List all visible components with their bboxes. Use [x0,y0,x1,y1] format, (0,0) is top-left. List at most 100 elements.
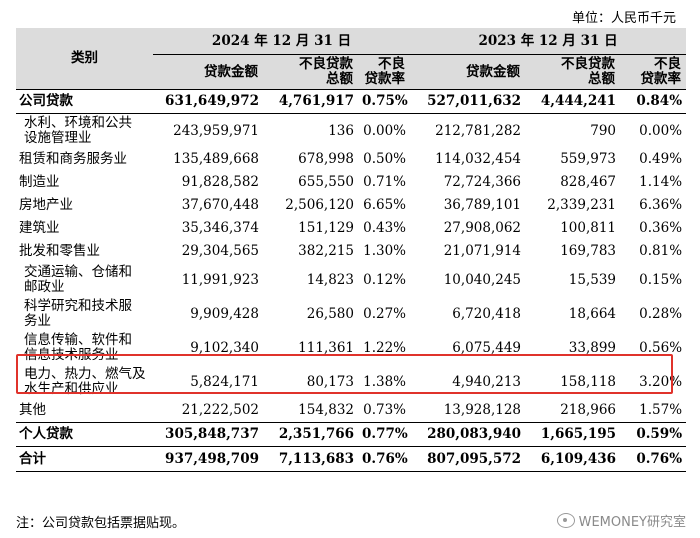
cell-ratio-2023: 0.59% [620,422,687,447]
cell-ratio-2024: 0.73% [363,402,407,418]
cell-npl-2024: 382,215 [298,243,354,259]
cell-ratio-2023: 0.00% [639,122,683,139]
cell-ratio-2024: 1.30% [363,243,407,259]
row-name: 个人贷款 [16,422,153,447]
header-2023: 2023 年 12 月 31 日 [410,28,687,55]
table-row: 建筑业 35,346,374 151,129 0.43% 27,908,062 … [16,217,686,240]
row-name: 电力、热力、燃气及 水生产和供应业 [24,366,146,397]
cell-ratio-2023: 0.81% [639,243,683,259]
cell-ratio-2024: 1.22% [363,339,407,356]
cell-loan-2023: 6,720,418 [452,305,522,322]
cell-npl-2023: 828,467 [560,174,617,190]
table-row-highlighted: 信息传输、软件和 信息技术服务业 9,102,340 111,361 1.22% … [16,331,686,365]
table-row: 制造业 91,828,582 655,550 0.71% 72,724,366 … [16,171,686,194]
cell-ratio-2024: 0.43% [363,220,407,236]
cell-npl-2024: 655,550 [298,174,354,190]
header-2024: 2024 年 12 月 31 日 [153,28,411,55]
cell-loan-2023: 13,928,128 [443,402,522,418]
cell-loan-2024: 5,824,171 [190,373,259,390]
table-row: 公司贷款 631,649,972 4,761,917 0.75% 527,011… [16,89,687,114]
row-name: 房地产业 [19,197,73,213]
cell-npl-2024: 80,173 [306,373,354,390]
cell-ratio-2023: 1.57% [639,402,683,418]
cell-npl-2023: 218,966 [560,402,617,418]
cell-ratio-2023: 0.28% [639,305,683,322]
cell-ratio-2023: 3.20% [639,373,683,390]
cell-npl-2023: 158,118 [560,373,617,390]
cell-ratio-2024: 0.00% [363,122,407,139]
cell-npl-2023: 100,811 [560,220,617,236]
cell-ratio-2023: 0.49% [639,151,683,167]
watermark-text: WEMONEY研究室 [578,515,686,530]
cell-loan-2023: 36,789,101 [443,197,522,213]
cell-loan-2023: 6,075,449 [452,339,522,356]
cell-npl-2024: 14,823 [306,271,354,288]
row-name: 水利、环境和公共 设施管理业 [24,115,132,146]
cell-npl-2024: 111,361 [298,339,354,356]
cell-npl-2023: 790 [590,122,617,139]
cell-ratio-2023: 6.36% [639,197,683,213]
header-ratio-2024: 不良 贷款率 [358,54,411,90]
row-name: 批发和零售业 [19,243,100,259]
cell-npl-2023: 2,339,231 [547,197,617,213]
cell-ratio-2024: 0.50% [363,151,407,167]
header-category: 类别 [16,28,153,90]
row-name: 交通运输、仓储和 邮政业 [24,264,132,295]
table-row: 科学研究和技术服 务业 9,909,428 26,580 0.27% 6,720,… [16,297,686,331]
cell-loan-2024: 11,991,923 [181,271,259,288]
header-ratio-2023: 不良 贷款率 [620,54,687,90]
cell-ratio-2023: 0.84% [620,89,687,114]
row-name: 其他 [19,402,46,418]
weibo-icon [556,513,575,528]
cell-npl-2023: 169,783 [560,243,617,259]
cell-loan-2023: 212,781,282 [435,122,522,139]
cell-ratio-2023: 0.56% [639,339,683,356]
cell-loan-2024: 305,848,737 [153,422,263,447]
cell-npl-2023: 559,973 [560,151,617,167]
cell-npl-2024: 2,506,120 [285,197,354,213]
cell-npl-2024: 7,113,683 [263,446,358,472]
cell-ratio-2023: 0.36% [639,220,683,236]
cell-ratio-2024: 6.65% [363,197,407,213]
header-loan-2024: 贷款金额 [153,54,263,90]
cell-ratio-2024: 0.27% [363,305,407,322]
cell-ratio-2024: 0.12% [363,271,407,288]
cell-loan-2024: 35,346,374 [181,220,259,236]
table-row: 房地产业 37,670,448 2,506,120 6.65% 36,789,1… [16,194,686,217]
cell-loan-2024: 21,222,502 [181,402,259,418]
cell-loan-2023: 27,908,062 [443,220,522,236]
table-row: 水利、环境和公共 设施管理业 243,959,971 136 0.00% 212,… [16,114,686,149]
row-name: 建筑业 [19,220,60,236]
table-row: 批发和零售业 29,304,565 382,215 1.30% 21,071,9… [16,240,686,263]
cell-npl-2024: 26,580 [306,305,354,322]
cell-ratio-2023: 0.76% [620,446,687,472]
table-row: 个人贷款 305,848,737 2,351,766 0.77% 280,083… [16,422,687,447]
cell-ratio-2024: 1.38% [363,373,407,390]
cell-npl-2023: 6,109,436 [525,446,621,472]
cell-npl-2023: 1,665,195 [525,422,621,447]
cell-loan-2023: 114,032,454 [435,151,522,167]
row-name: 公司贷款 [16,89,153,114]
cell-npl-2024: 4,761,917 [263,89,358,114]
cell-loan-2023: 72,724,366 [443,174,522,190]
cell-loan-2024: 37,670,448 [181,197,259,213]
cell-loan-2024: 29,304,565 [181,243,259,259]
header-npl-2023: 不良贷款 总额 [525,54,621,90]
cell-npl-2024: 154,832 [298,402,354,418]
table-row: 租赁和商务服务业 135,489,668 678,998 0.50% 114,0… [16,148,686,171]
row-name: 信息传输、软件和 信息技术服务业 [24,332,132,363]
cell-loan-2024: 135,489,668 [173,151,259,167]
cell-ratio-2024: 0.77% [358,422,411,447]
cell-npl-2023: 18,664 [568,305,617,322]
table-row: 交通运输、仓储和 邮政业 11,991,923 14,823 0.12% 10,0… [16,263,686,297]
header-npl-2024: 不良贷款 总额 [263,54,358,90]
cell-loan-2024: 9,909,428 [190,305,259,322]
cell-npl-2024: 136 [328,122,354,139]
cell-loan-2023: 280,083,940 [410,422,526,447]
cell-ratio-2023: 0.15% [639,271,683,288]
footnote: 注：公司贷款包括票据贴现。 [16,516,186,531]
cell-npl-2023: 33,899 [568,339,617,356]
watermark: WEMONEY研究室 [556,511,686,530]
cell-ratio-2024: 0.75% [358,89,411,114]
cell-loan-2024: 9,102,340 [190,339,259,356]
